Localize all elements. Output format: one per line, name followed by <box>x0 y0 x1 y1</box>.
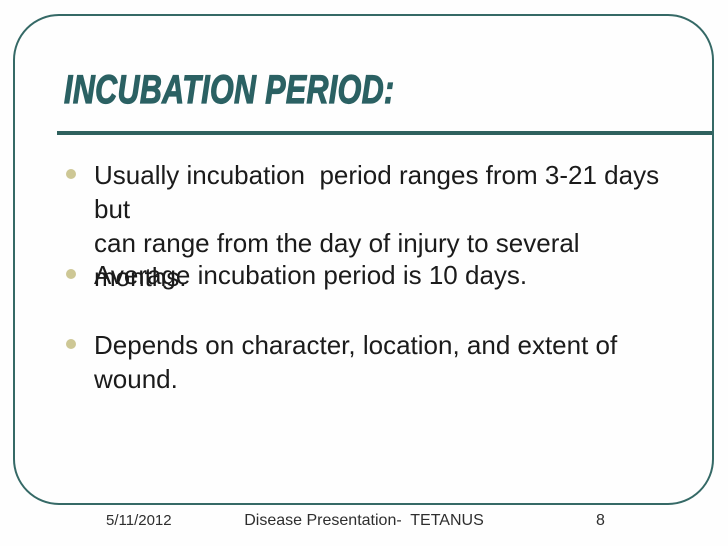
slide-title: INCUBATION PERIOD: <box>64 68 395 112</box>
footer-date: 5/11/2012 <box>106 512 172 529</box>
bullet-text: Depends on character, location, and exte… <box>94 330 618 394</box>
title-underline <box>57 131 712 135</box>
bullet-dot-icon <box>66 339 76 349</box>
bullet-item-average-period: Average incubation period is 10 days. <box>66 258 676 292</box>
bullet-item-incubation-range: Usually incubation period ranges from 3-… <box>66 158 676 294</box>
slide-border-frame <box>13 14 714 505</box>
footer-slide-number: 8 <box>596 512 605 529</box>
footer-presentation-title: Disease Presentation- TETANUS <box>244 512 484 529</box>
bullet-text: Usually incubation period ranges from 3-… <box>94 160 660 292</box>
bullet-item-depends-on-wound: Depends on character, location, and exte… <box>66 328 676 396</box>
bullet-dot-icon <box>66 169 76 179</box>
bullet-dot-icon <box>66 269 76 279</box>
bullet-text: Average incubation period is 10 days. <box>94 260 528 290</box>
